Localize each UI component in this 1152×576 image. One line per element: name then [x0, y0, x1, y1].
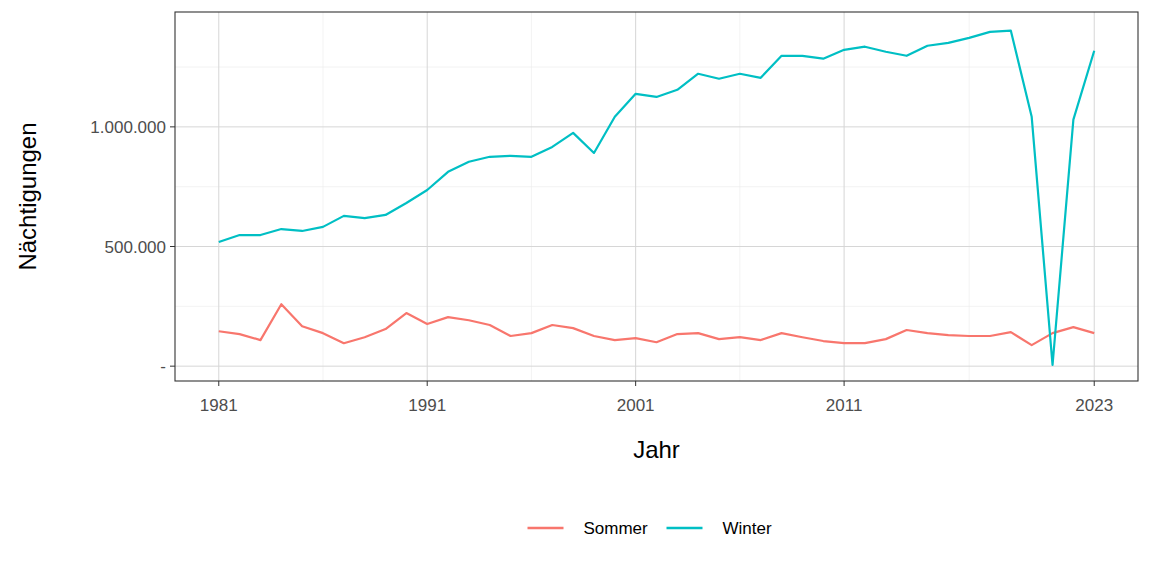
minor-grid — [175, 12, 1138, 381]
tick — [635, 381, 636, 386]
series-line — [219, 31, 1094, 365]
series-line — [219, 304, 1094, 345]
legend-key — [528, 527, 564, 530]
tick-label: 1991 — [408, 396, 446, 415]
minor-grid-line — [739, 12, 740, 381]
tick-label: 2001 — [617, 396, 655, 415]
tick-label: 1.000.000 — [90, 118, 166, 137]
x-axis-title: Jahr — [633, 436, 680, 463]
grid-line — [635, 12, 636, 381]
tick — [170, 366, 175, 367]
tick — [844, 381, 845, 386]
tick — [1094, 381, 1095, 386]
minor-grid-line — [175, 186, 1138, 187]
minor-grid-line — [322, 12, 323, 381]
tick-label: 1981 — [200, 396, 238, 415]
minor-grid-line — [175, 67, 1138, 68]
tick — [218, 381, 219, 386]
grid-line — [844, 12, 845, 381]
y-axis-title: Nächtigungen — [14, 122, 41, 270]
grid-line — [1094, 12, 1095, 381]
lines — [219, 31, 1094, 365]
tick-label: - — [160, 357, 166, 376]
grid — [175, 12, 1138, 381]
tick — [170, 126, 175, 127]
x-axis: 1981 1991 2001 2011 2023 — [200, 381, 1113, 415]
y-axis: - 500.000 1.000.000 — [90, 118, 175, 376]
chart: - 500.000 1.000.000 1981 1991 2001 2011 2023 Jah… — [0, 0, 1152, 576]
tick — [427, 381, 428, 386]
legend-key — [667, 527, 703, 530]
background — [0, 0, 1152, 576]
grid-line — [175, 126, 1138, 127]
legend-label: Winter — [723, 519, 772, 538]
panel-border — [175, 12, 1138, 381]
grid-line — [427, 12, 428, 381]
minor-grid-line — [531, 12, 532, 381]
grid-line — [218, 12, 219, 381]
grid-line — [175, 366, 1138, 367]
legend: Sommer Winter — [528, 519, 772, 538]
grid-line — [175, 246, 1138, 247]
tick-label: 500.000 — [105, 238, 166, 257]
minor-grid-line — [175, 306, 1138, 307]
minor-grid-line — [969, 12, 970, 381]
tick-label: 2011 — [826, 396, 863, 415]
tick-label: 2023 — [1075, 396, 1113, 415]
legend-label: Sommer — [584, 519, 649, 538]
tick — [170, 246, 175, 247]
